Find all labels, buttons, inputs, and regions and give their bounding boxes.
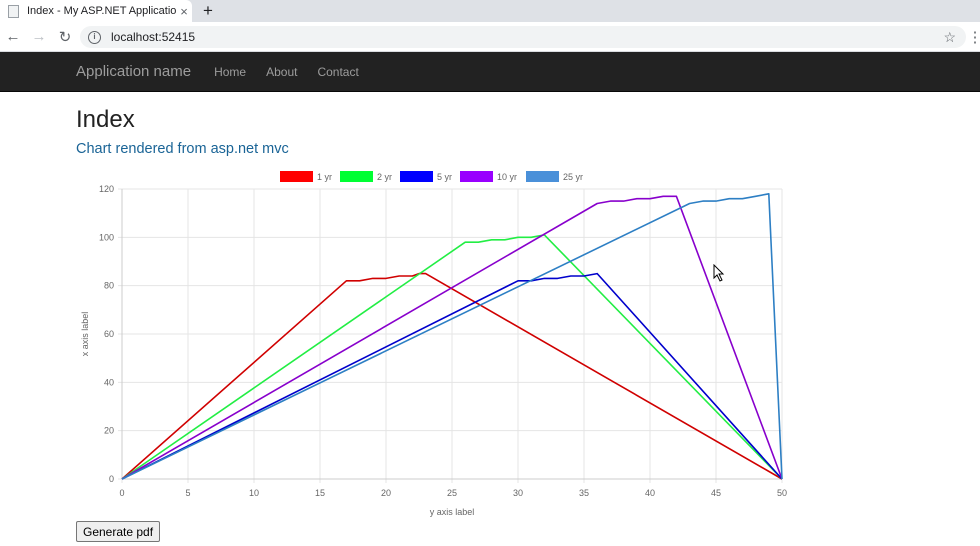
- y-tick-label: 40: [104, 377, 114, 387]
- series-line: [121, 234, 783, 480]
- x-tick-label: 25: [447, 488, 457, 498]
- tab-close-icon[interactable]: ×: [180, 3, 188, 19]
- legend-swatch: [400, 171, 433, 182]
- reload-button[interactable]: ↻: [58, 28, 72, 46]
- browser-menu-icon[interactable]: ⋮: [967, 28, 980, 46]
- mouse-cursor-icon: [713, 264, 725, 282]
- bookmark-star-icon[interactable]: ☆: [943, 28, 956, 45]
- y-tick-label: 0: [109, 474, 114, 484]
- y-tick-label: 100: [99, 232, 114, 242]
- info-icon[interactable]: i: [88, 30, 101, 44]
- page-subtitle: Chart rendered from asp.net mvc: [76, 141, 289, 157]
- legend-swatch: [340, 171, 373, 182]
- y-tick-label: 20: [104, 426, 114, 436]
- page-title: Index: [76, 106, 135, 133]
- nav-link-home[interactable]: Home: [214, 64, 247, 79]
- x-tick-label: 20: [381, 488, 391, 498]
- legend-label: 2 yr: [377, 172, 392, 182]
- legend-swatch: [280, 171, 313, 182]
- series-line: [121, 193, 783, 480]
- tab-title: Index - My ASP.NET Application: [27, 5, 176, 17]
- browser-toolbar: ← → ↻ i localhost:52415 ☆ ⋮: [0, 22, 980, 52]
- nav-link-contact[interactable]: Contact: [317, 64, 359, 79]
- forward-button[interactable]: →: [31, 28, 47, 45]
- nav-link-about[interactable]: About: [266, 64, 298, 79]
- y-axis-label: x axis label: [80, 312, 90, 357]
- app-navbar: Application name Home About Contact: [0, 52, 980, 92]
- url-text[interactable]: localhost:52415: [111, 30, 196, 44]
- x-axis-label: y axis label: [430, 507, 475, 517]
- address-bar[interactable]: i localhost:52415 ☆: [80, 26, 966, 48]
- x-tick-label: 10: [249, 488, 259, 498]
- y-tick-label: 60: [104, 329, 114, 339]
- series-line: [121, 272, 783, 480]
- x-tick-label: 15: [315, 488, 325, 498]
- legend-label: 5 yr: [437, 172, 452, 182]
- line-chart: 0 5 10 15 20 25 30 35 40 45 50 0 20 40 60 80 100 120 y axi…: [80, 171, 787, 517]
- x-tick-label: 5: [185, 488, 190, 498]
- brand-link[interactable]: Application name: [76, 63, 192, 80]
- x-tick-label: 0: [119, 488, 124, 498]
- x-tick-label: 35: [579, 488, 589, 498]
- tab-strip: Index - My ASP.NET Application × +: [0, 0, 980, 22]
- page-favicon-icon: [8, 4, 19, 18]
- legend-label: 10 yr: [497, 172, 517, 182]
- y-tick-label: 120: [99, 184, 114, 194]
- new-tab-button[interactable]: +: [203, 1, 213, 20]
- legend-swatch: [460, 171, 493, 182]
- x-tick-label: 45: [711, 488, 721, 498]
- x-tick-label: 50: [777, 488, 787, 498]
- generate-pdf-button[interactable]: Generate pdf: [76, 521, 161, 542]
- x-tick-label: 40: [645, 488, 655, 498]
- legend-swatch: [526, 171, 559, 182]
- series-line: [121, 195, 783, 480]
- main-content: Index Chart rendered from asp.net mvc: [0, 106, 980, 158]
- back-button[interactable]: ←: [5, 28, 21, 45]
- x-tick-label: 30: [513, 488, 523, 498]
- legend-label: 1 yr: [317, 172, 332, 182]
- y-tick-label: 80: [104, 281, 114, 291]
- legend-label: 25 yr: [563, 172, 583, 182]
- series-line: [121, 272, 783, 480]
- browser-tab[interactable]: Index - My ASP.NET Application ×: [0, 0, 192, 22]
